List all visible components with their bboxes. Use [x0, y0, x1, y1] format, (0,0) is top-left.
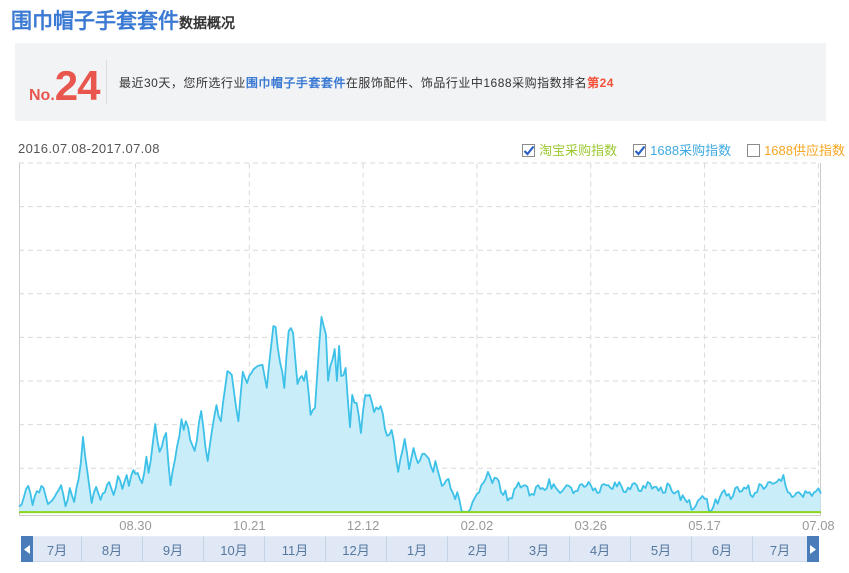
- month-cell-1月[interactable]: 1月: [386, 536, 447, 562]
- legend-item-1[interactable]: 淘宝采购指数: [522, 143, 617, 158]
- x-tick-label: 05.17: [688, 518, 721, 533]
- checkbox-unchecked-icon[interactable]: [747, 144, 761, 157]
- legend-label: 1688供应指数: [764, 143, 845, 158]
- next-month-button[interactable]: [807, 536, 819, 562]
- chart-plot-area: [19, 163, 821, 516]
- month-cell-6月[interactable]: 6月: [691, 536, 752, 562]
- x-tick-label: 08.30: [119, 518, 152, 533]
- legend-label: 淘宝采购指数: [539, 143, 618, 158]
- chart-legend: 淘宝采购指数 1688采购指数 1688供应指数: [506, 143, 845, 158]
- rank-number: 24: [54, 62, 101, 109]
- month-cell-10月[interactable]: 10月: [203, 536, 264, 562]
- x-tick-label: 10.21: [233, 518, 266, 533]
- date-range-label: 2016.07.08-2017.07.08: [18, 141, 160, 156]
- rank-desc-part2: 在服饰配件、饰品行业中1688采购指数排名: [345, 75, 588, 90]
- prev-month-button[interactable]: [21, 536, 33, 562]
- month-cell-7月[interactable]: 7月: [752, 536, 807, 562]
- month-cell-11月[interactable]: 11月: [264, 536, 325, 562]
- month-cell-8月[interactable]: 8月: [81, 536, 142, 562]
- rank-desc-rank: 第24: [587, 75, 614, 90]
- x-tick-label: 02.02: [460, 518, 494, 533]
- rank-description: 最近30天，您所选行业 围巾帽子手套套件 在服饰配件、饰品行业中1688采购指数排名…: [119, 43, 614, 121]
- month-cell-4月[interactable]: 4月: [569, 536, 630, 562]
- legend-label: 1688采购指数: [650, 143, 732, 158]
- page-header: 围巾帽子手套套件数据概况: [11, 5, 235, 33]
- month-selector-bar: 7月 8月 9月 10月 11月 12月 1月 2月 3月 4月 5月 6月 7月: [21, 536, 819, 562]
- month-cell-2月[interactable]: 2月: [447, 536, 508, 562]
- month-cell-12月[interactable]: 12月: [325, 536, 386, 562]
- month-cell-7月[interactable]: 7月: [33, 536, 81, 562]
- x-tick-label: 07.08: [802, 518, 835, 533]
- x-tick-label: 12.12: [346, 518, 380, 533]
- checkbox-checked-icon[interactable]: [522, 144, 536, 157]
- rank-number-group: No.24: [29, 65, 100, 107]
- rank-summary-box: No.24 最近30天，您所选行业 围巾帽子手套套件 在服饰配件、饰品行业中1688…: [15, 43, 826, 121]
- page-title-suffix: 数据概况: [179, 15, 235, 31]
- checkbox-checked-icon[interactable]: [633, 144, 647, 157]
- legend-item-2[interactable]: 1688采购指数: [633, 143, 731, 158]
- series-line-1688-purchase: [18, 316, 822, 513]
- month-cell-3月[interactable]: 3月: [508, 536, 569, 562]
- vertical-divider: [106, 60, 107, 104]
- rank-desc-part1: 最近30天，您所选行业: [119, 75, 246, 90]
- series-area-1688-purchase: [19, 316, 821, 513]
- month-cell-9月[interactable]: 9月: [142, 536, 203, 562]
- page-title: 围巾帽子手套套件: [11, 10, 179, 33]
- legend-item-3[interactable]: 1688供应指数: [747, 143, 845, 158]
- x-tick-label: 03.26: [574, 518, 608, 533]
- rank-prefix: No.: [29, 87, 55, 104]
- x-axis-labels: 08.30 10.21 12.12 02.02 03.26 05.17 07.08: [0, 518, 849, 533]
- month-cell-5月[interactable]: 5月: [630, 536, 691, 562]
- rank-desc-keyword: 围巾帽子手套套件: [245, 75, 346, 90]
